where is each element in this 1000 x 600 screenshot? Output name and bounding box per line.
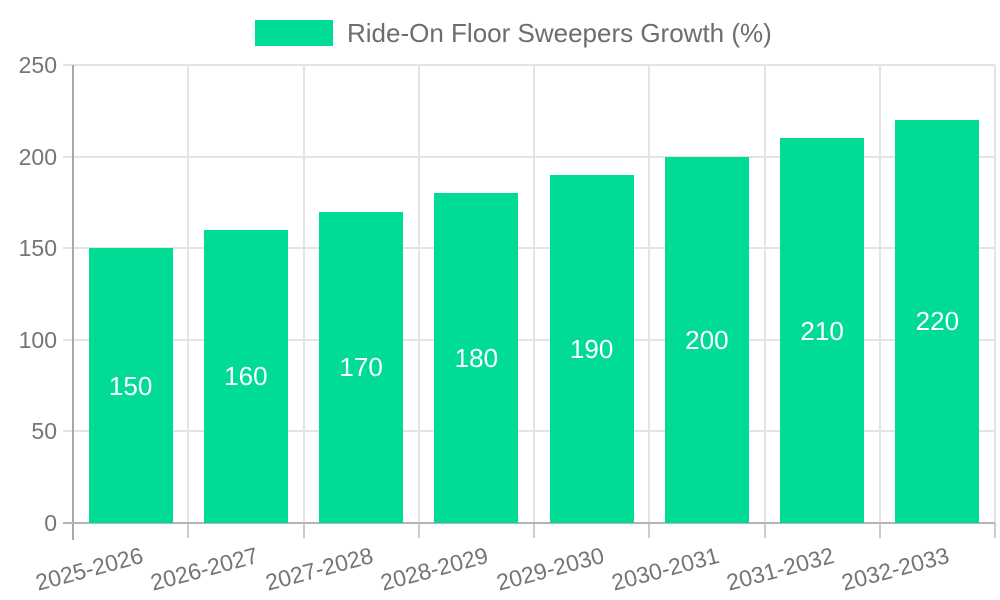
gridline-horizontal <box>63 155 995 158</box>
x-axis-line <box>63 522 995 524</box>
bar[interactable] <box>664 156 749 523</box>
gridline-horizontal <box>63 64 995 66</box>
gridline-vertical <box>763 65 766 523</box>
x-tick-label: 2032-2033 <box>839 542 953 596</box>
legend-item[interactable]: Ride-On Floor Sweepers Growth (%) <box>255 20 772 46</box>
bar[interactable] <box>203 229 288 523</box>
x-tick-label: 2028-2029 <box>378 542 492 596</box>
x-tick-label: 2025-2026 <box>32 542 146 596</box>
x-axis-tick <box>878 523 881 538</box>
x-tick-label: 2030-2031 <box>608 542 722 596</box>
x-axis-tick <box>763 523 766 538</box>
bar[interactable] <box>434 193 519 523</box>
bar[interactable] <box>319 211 404 523</box>
x-axis-tick <box>994 523 996 538</box>
x-axis-tick <box>417 523 420 538</box>
bar-value-label: 190 <box>569 333 614 364</box>
bar[interactable] <box>780 138 865 523</box>
x-tick-label: 2026-2027 <box>147 542 261 596</box>
x-tick-label: 2031-2032 <box>723 542 837 596</box>
bar-value-label: 170 <box>339 352 383 383</box>
gridline-horizontal <box>63 247 995 250</box>
x-axis-tick <box>187 523 190 538</box>
gridline-vertical <box>302 65 305 523</box>
x-tick-label: 2029-2030 <box>493 542 607 596</box>
y-tick-label: 200 <box>18 143 57 170</box>
gridline-vertical <box>648 65 651 523</box>
y-tick-label: 250 <box>18 52 57 78</box>
bar[interactable] <box>549 174 634 523</box>
gridline-horizontal <box>63 338 995 341</box>
y-tick-label: 150 <box>18 235 57 262</box>
bar-value-label: 210 <box>800 315 844 346</box>
gridline-vertical <box>994 65 996 523</box>
gridline-horizontal <box>63 430 995 433</box>
gridline-vertical <box>878 65 881 523</box>
bar[interactable] <box>895 119 980 523</box>
bar-value-label: 160 <box>224 361 268 392</box>
y-tick-label: 0 <box>44 510 57 536</box>
legend-swatch-icon <box>255 20 333 46</box>
x-tick-label: 2027-2028 <box>262 542 376 596</box>
x-axis-tick <box>533 523 535 538</box>
legend-label: Ride-On Floor Sweepers Growth (%) <box>347 18 772 48</box>
bar-value-label: 180 <box>454 343 499 374</box>
gridline-vertical <box>533 65 535 523</box>
bar-value-label: 220 <box>915 306 960 337</box>
bar[interactable] <box>88 248 173 523</box>
y-axis-line <box>72 65 74 540</box>
bar-value-label: 200 <box>685 324 729 355</box>
bar-value-label: 150 <box>108 370 153 401</box>
y-tick-label: 100 <box>18 326 57 353</box>
gridline-vertical <box>187 65 190 523</box>
gridline-vertical <box>417 65 420 523</box>
x-axis-tick <box>648 523 651 538</box>
y-tick-label: 50 <box>31 418 57 445</box>
x-axis-tick <box>302 523 305 538</box>
